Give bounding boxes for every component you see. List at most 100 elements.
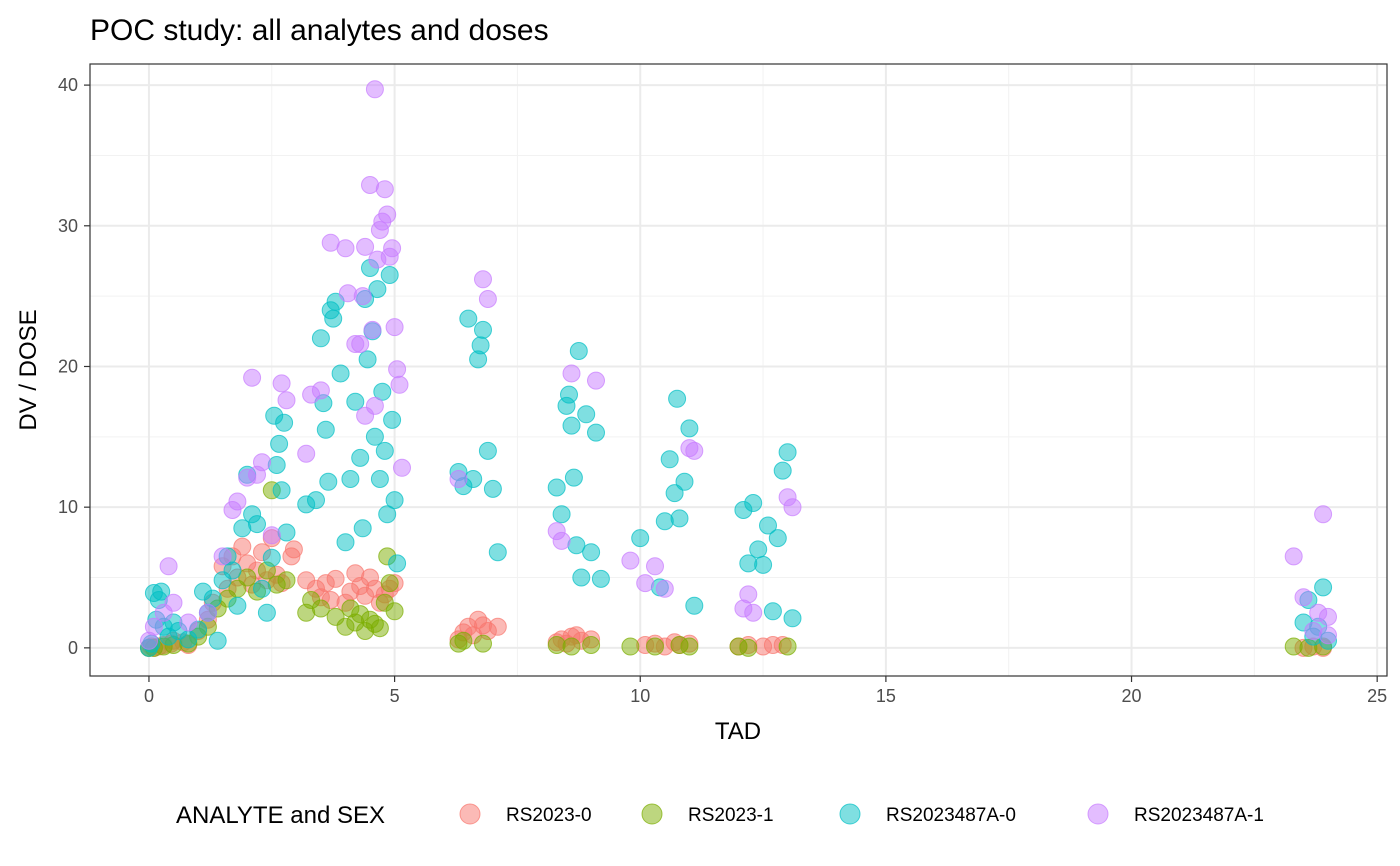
data-point [326, 292, 345, 311]
y-tick-label: 20 [58, 356, 78, 376]
legend-label: RS2023-1 [688, 805, 774, 826]
y-tick-label: 0 [68, 638, 78, 658]
x-axis-title: TAD [715, 718, 761, 745]
data-point [159, 557, 178, 576]
data-point [783, 609, 802, 628]
data-point [783, 498, 802, 517]
data-point [238, 568, 257, 587]
data-point [668, 389, 687, 408]
data-point [763, 602, 782, 621]
data-point [478, 290, 497, 308]
data-point [365, 80, 384, 99]
data-point [284, 540, 303, 559]
x-tick-label: 20 [1122, 686, 1142, 706]
data-point [478, 441, 497, 460]
data-point [744, 603, 763, 622]
data-point [164, 593, 183, 612]
data-point [646, 557, 664, 576]
data-point [179, 613, 198, 632]
data-point [375, 441, 394, 460]
data-point [307, 491, 325, 510]
data-point [248, 515, 266, 534]
data-point [338, 284, 357, 303]
data-point [739, 585, 758, 604]
data-point [471, 336, 490, 355]
data-point [660, 450, 679, 469]
data-point [749, 540, 768, 559]
data-point [275, 413, 294, 432]
data-point [383, 239, 402, 258]
data-point [262, 526, 281, 545]
data-point [621, 637, 640, 656]
data-point [233, 537, 252, 556]
data-point [297, 444, 316, 463]
data-point [336, 239, 355, 258]
data-point [270, 434, 289, 453]
data-point [272, 374, 291, 393]
data-point [272, 481, 291, 500]
data-point [665, 484, 684, 503]
data-point [378, 205, 397, 224]
data-point [253, 453, 271, 472]
data-point [353, 287, 372, 306]
data-point [768, 529, 787, 548]
data-point [223, 561, 242, 580]
data-point [311, 599, 330, 618]
y-tick-label: 30 [58, 216, 78, 236]
data-point [277, 523, 296, 542]
data-point [591, 569, 610, 588]
data-point [744, 494, 763, 512]
data-point [341, 470, 360, 488]
data-point [631, 529, 650, 548]
data-point [655, 579, 674, 598]
legend-label: RS2023487A-1 [1134, 805, 1264, 826]
data-point [685, 441, 704, 460]
data-point [370, 470, 389, 488]
data-point [228, 596, 247, 615]
y-axis-title: DV / DOSE [15, 309, 42, 430]
data-point [311, 329, 330, 348]
data-point [562, 416, 581, 435]
data-point [1319, 626, 1337, 645]
y-tick-label: 10 [58, 497, 78, 517]
data-point [365, 396, 384, 415]
data-point [375, 180, 394, 199]
data-point [1294, 588, 1313, 607]
data-point [488, 617, 507, 636]
data-point [316, 420, 335, 439]
data-point [262, 548, 281, 567]
data-point [267, 456, 286, 474]
data-point [488, 543, 507, 562]
data-point [380, 574, 399, 593]
data-point [363, 320, 382, 339]
data-point [383, 410, 402, 429]
axes: 0 5 10 15 20 25 0 10 20 30 40 [58, 75, 1387, 706]
data-point [390, 375, 409, 394]
data-point [577, 405, 596, 424]
legend: ANALYTE and SEX RS2023-0 RS2023-1 RS202348… [176, 802, 1264, 829]
legend-title: ANALYTE and SEX [176, 802, 385, 829]
data-point [331, 364, 350, 383]
legend-key [839, 803, 861, 825]
data-point [152, 582, 171, 601]
data-point [572, 568, 591, 587]
data-point [773, 461, 792, 480]
data-point [778, 637, 797, 656]
data-point [385, 602, 404, 621]
legend-key [641, 803, 663, 825]
data-point [198, 603, 217, 622]
data-point [353, 519, 372, 538]
data-point [562, 637, 581, 656]
data-point [253, 579, 271, 598]
data-point [560, 385, 578, 404]
data-point [257, 603, 276, 622]
legend-key [1087, 803, 1109, 825]
data-point [213, 547, 232, 566]
data-point [356, 237, 375, 256]
data-point [680, 419, 699, 438]
data-point [373, 382, 392, 401]
legend-key [459, 803, 481, 825]
data-point [351, 335, 370, 353]
data-point [228, 492, 247, 511]
data-point [459, 309, 478, 328]
